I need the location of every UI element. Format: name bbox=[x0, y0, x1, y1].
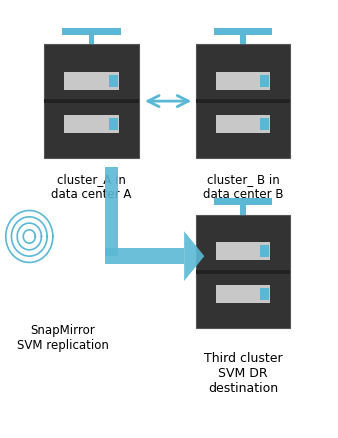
Bar bbox=[196, 44, 290, 158]
Bar bbox=[63, 28, 121, 35]
Text: SnapMirror
SVM replication: SnapMirror SVM replication bbox=[17, 324, 109, 352]
Bar bbox=[45, 99, 139, 103]
Bar bbox=[105, 166, 118, 256]
Bar bbox=[216, 71, 270, 90]
Bar bbox=[216, 242, 270, 260]
Bar bbox=[64, 115, 119, 133]
Bar bbox=[260, 118, 269, 130]
Bar bbox=[89, 31, 94, 44]
Bar bbox=[240, 31, 246, 44]
Bar bbox=[109, 118, 118, 130]
Bar bbox=[240, 201, 246, 215]
Bar bbox=[214, 28, 272, 35]
Bar bbox=[196, 270, 290, 274]
Bar bbox=[109, 75, 118, 87]
Text: cluster_A in
data center A: cluster_A in data center A bbox=[51, 173, 132, 201]
Bar bbox=[216, 115, 270, 133]
Text: cluster_ B in
data center B: cluster_ B in data center B bbox=[203, 173, 283, 201]
Bar bbox=[196, 215, 290, 328]
Bar bbox=[216, 285, 270, 303]
Polygon shape bbox=[184, 231, 204, 281]
Bar bbox=[64, 71, 119, 90]
Bar bbox=[105, 248, 184, 265]
Bar bbox=[260, 245, 269, 257]
Bar bbox=[260, 75, 269, 87]
Text: Third cluster
SVM DR
destination: Third cluster SVM DR destination bbox=[204, 352, 282, 395]
Bar bbox=[45, 44, 139, 158]
Bar bbox=[196, 99, 290, 103]
Bar bbox=[260, 288, 269, 300]
Bar bbox=[214, 198, 272, 205]
